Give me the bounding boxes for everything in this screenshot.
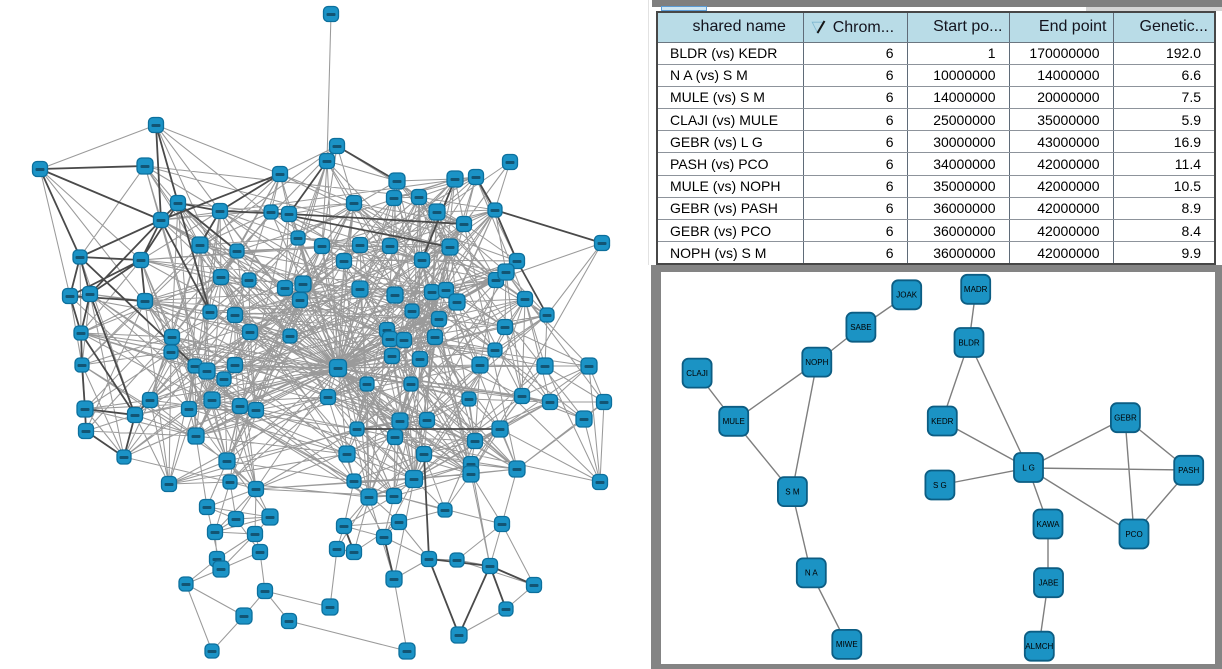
svg-text:NOPH: NOPH [805,358,828,367]
svg-text:CLAJI: CLAJI [686,369,708,378]
svg-text:L G: L G [1022,463,1035,472]
svg-text:JOAK: JOAK [896,291,918,300]
svg-text:MULE: MULE [723,417,745,426]
svg-text:BLDR: BLDR [958,338,980,347]
svg-text:SABE: SABE [850,323,871,332]
svg-text:GEBR: GEBR [1114,414,1137,423]
svg-text:JABE: JABE [1038,579,1058,588]
svg-text:S M: S M [785,487,800,496]
svg-text:PCO: PCO [1125,530,1142,539]
svg-text:N A: N A [805,569,819,578]
svg-text:PASH: PASH [1178,466,1199,475]
svg-text:MIWE: MIWE [836,640,858,649]
svg-text:KEDR: KEDR [931,417,953,426]
svg-text:MADR: MADR [964,285,988,294]
svg-text:S G: S G [933,481,947,490]
svg-text:ALMCH: ALMCH [1025,642,1053,651]
svg-text:KAWA: KAWA [1037,520,1061,529]
